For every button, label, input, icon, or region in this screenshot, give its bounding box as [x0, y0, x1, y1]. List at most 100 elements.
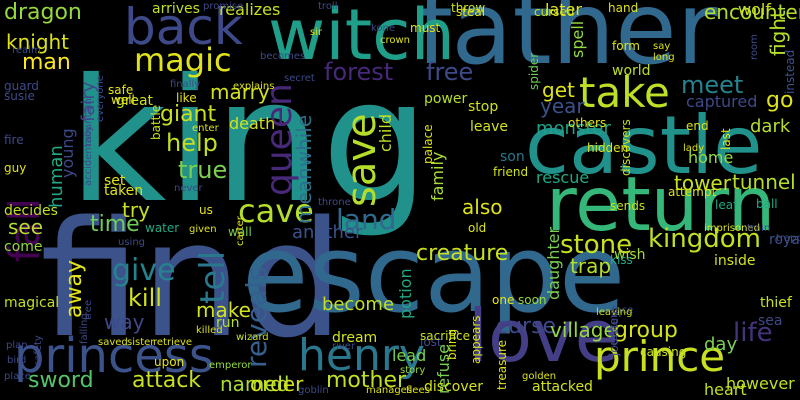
cloud-word: heart [704, 380, 747, 399]
cloud-word: knight [6, 30, 70, 54]
cloud-word: enter [192, 123, 219, 134]
cloud-word: castle [525, 99, 763, 192]
cloud-word: escape [242, 212, 626, 337]
cloud-word: finally [170, 79, 201, 90]
cloud-word: leaf [715, 198, 738, 212]
cloud-word: safety [33, 335, 44, 366]
cloud-word: last [719, 128, 733, 150]
cloud-word: village [550, 318, 616, 342]
cloud-word: goblin [298, 385, 329, 396]
cloud-word: form [612, 39, 640, 53]
cloud-word: capture [609, 307, 620, 346]
cloud-word: steal [456, 5, 486, 19]
cloud-word: upon [154, 355, 185, 369]
cloud-word: leave [470, 119, 508, 135]
cloud-word: named [220, 372, 290, 396]
cloud-word: plan [6, 340, 28, 351]
cloud-word: way [104, 310, 145, 334]
cloud-word: encounter [704, 0, 800, 24]
cloud-word: long [653, 52, 675, 63]
cloud-word: others [568, 116, 607, 130]
cloud-word: become [322, 294, 395, 315]
cloud-word: lost [420, 335, 442, 349]
cloud-word: manages [366, 385, 413, 396]
cloud-word: sword [28, 368, 94, 393]
cloud-word: flees [406, 385, 430, 396]
cloud-word: captured [686, 92, 758, 111]
cloud-word: discover [424, 379, 483, 395]
cloud-word: give [112, 253, 176, 288]
cloud-word: daughter [544, 226, 563, 300]
cloud-word: great [116, 93, 154, 109]
cloud-word: father [416, 0, 718, 87]
cloud-word: room [749, 34, 760, 60]
cloud-word: golden [522, 371, 557, 382]
cloud-word: throne [318, 197, 351, 208]
cloud-word: carter [235, 216, 246, 246]
cloud-word: creature [416, 241, 509, 266]
cloud-word: king [68, 43, 430, 241]
cloud-word: promise [203, 1, 244, 12]
cloud-word: guy [4, 161, 27, 175]
cloud-word: retrieve [153, 337, 193, 348]
cloud-word: life [733, 318, 773, 348]
cloud-word: also [462, 195, 503, 219]
cloud-word: rescue [536, 168, 590, 187]
cloud-word: royal [769, 232, 800, 248]
cloud-word: palace [421, 124, 435, 164]
cloud-word: run [216, 315, 240, 331]
cloud-word: old [468, 221, 487, 235]
cloud-word: find [40, 186, 344, 373]
cloud-word: power [424, 91, 468, 107]
cloud-word: giant [160, 102, 217, 127]
cloud-word: later [545, 0, 582, 19]
cloud-word: monster [536, 118, 611, 139]
cloud-word: death [229, 114, 276, 133]
cloud-word: imprisoned [704, 223, 760, 234]
cloud-word: attacked [532, 379, 593, 395]
cloud-word: killed [196, 325, 223, 336]
cloud-word: marry [210, 80, 270, 104]
cloud-word: dark [750, 116, 791, 137]
cloud-word: meet [681, 71, 744, 99]
cloud-word: year [540, 94, 585, 118]
cloud-word: return [546, 160, 776, 248]
cloud-word: world [612, 63, 651, 79]
cloud-word: kiss [610, 253, 633, 267]
cloud-word: dream [332, 330, 378, 346]
cloud-word: fire [4, 133, 24, 147]
cloud-word: sacrifice [420, 329, 471, 343]
cloud-word: battle [149, 104, 163, 140]
cloud-word: discovers [619, 119, 633, 176]
cloud-word: attack [132, 368, 202, 393]
cloud-word: back [124, 0, 243, 56]
cloud-word: inside [714, 253, 756, 269]
cloud-word: arrives [152, 1, 200, 17]
cloud-word: lady [683, 143, 705, 154]
cloud-word: becomes [260, 51, 306, 62]
cloud-word: tell [193, 250, 233, 304]
cloud-word: wish [614, 247, 646, 263]
cloud-word: spell [568, 20, 587, 58]
cloud-word: free [426, 58, 474, 86]
cloud-word: trap [570, 254, 612, 278]
cloud-word: love [468, 294, 619, 378]
cloud-word: using [118, 237, 146, 248]
cloud-word: well [111, 93, 135, 107]
cloud-word: like [176, 91, 197, 105]
cloud-word: emperor [209, 360, 252, 371]
cloud-word: sea [758, 313, 783, 329]
cloud-word: wall [228, 225, 252, 239]
cloud-word: us [199, 203, 213, 217]
cloud-word: water [145, 221, 180, 235]
cloud-word: group [614, 318, 678, 343]
cloud-word: one [492, 293, 515, 307]
cloud-word: kill [128, 284, 162, 312]
cloud-word: guard [4, 79, 39, 93]
cloud-word: dragon [4, 0, 82, 25]
cloud-word: come [4, 239, 43, 255]
cloud-word: susie [4, 89, 35, 103]
cloud-word: magic [134, 41, 232, 79]
cloud-word: son [500, 149, 525, 165]
cloud-word: throw [451, 1, 486, 15]
